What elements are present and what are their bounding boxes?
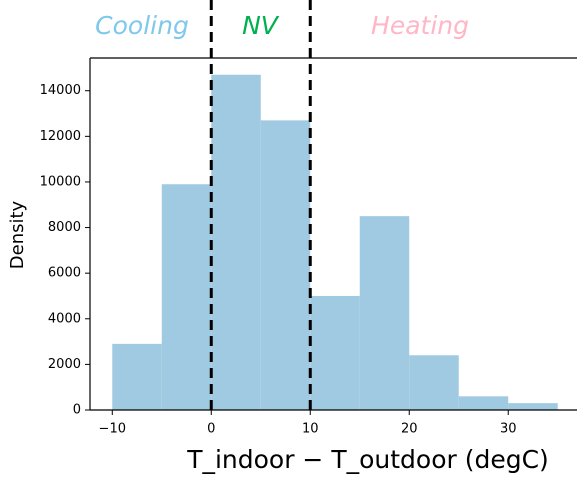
y-tick-label: 10000 bbox=[40, 174, 81, 189]
x-tick-label: 20 bbox=[401, 422, 418, 437]
bar bbox=[112, 343, 162, 410]
bar bbox=[508, 403, 558, 410]
y-tick-label: 14000 bbox=[40, 83, 81, 98]
bar bbox=[310, 295, 360, 410]
bar bbox=[211, 74, 261, 410]
x-tick-label: −10 bbox=[99, 422, 126, 437]
y-tick-label: 8000 bbox=[48, 220, 81, 235]
x-tick-label: 30 bbox=[500, 422, 517, 437]
y-tick-label: 6000 bbox=[48, 266, 81, 281]
y-tick-label: 12000 bbox=[40, 129, 81, 144]
x-tick-label: 10 bbox=[302, 422, 319, 437]
region-label: NV bbox=[242, 11, 280, 40]
y-tick-label: 0 bbox=[73, 403, 81, 418]
x-tick-label: 0 bbox=[207, 422, 215, 437]
region-label: Cooling bbox=[95, 11, 189, 40]
bar bbox=[161, 184, 212, 410]
y-tick-label: 2000 bbox=[48, 357, 81, 372]
x-axis-label: T_indoor − T_outdoor (degC) bbox=[186, 445, 549, 474]
bar bbox=[260, 120, 311, 410]
y-axis-label: Density bbox=[7, 200, 28, 269]
bar bbox=[359, 216, 410, 410]
y-tick-label: 4000 bbox=[48, 311, 81, 326]
bar bbox=[409, 355, 459, 410]
region-label: Heating bbox=[371, 11, 469, 40]
bar bbox=[458, 396, 509, 410]
